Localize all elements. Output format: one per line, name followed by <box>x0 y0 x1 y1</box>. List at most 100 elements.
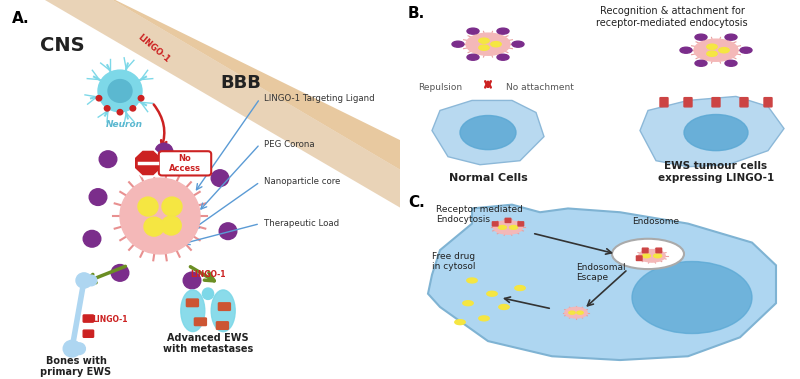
Circle shape <box>144 217 164 236</box>
Circle shape <box>740 47 752 53</box>
Circle shape <box>99 151 117 168</box>
Circle shape <box>138 96 144 101</box>
Text: Normal Cells: Normal Cells <box>449 173 527 183</box>
Text: PEG Corona: PEG Corona <box>264 139 314 149</box>
FancyBboxPatch shape <box>518 222 524 226</box>
Ellipse shape <box>202 288 214 299</box>
Circle shape <box>452 41 464 47</box>
Text: Recognition & attachment for
receptor-mediated endocytosis: Recognition & attachment for receptor-me… <box>596 6 748 28</box>
Polygon shape <box>32 0 408 212</box>
Circle shape <box>162 197 182 216</box>
Text: LINGO-1: LINGO-1 <box>136 33 171 64</box>
Circle shape <box>695 34 707 40</box>
FancyBboxPatch shape <box>158 151 211 175</box>
Ellipse shape <box>181 290 205 332</box>
Circle shape <box>466 33 510 55</box>
Circle shape <box>73 343 86 354</box>
Circle shape <box>642 254 650 258</box>
Circle shape <box>680 47 692 53</box>
Circle shape <box>499 305 509 309</box>
Circle shape <box>63 340 81 357</box>
Circle shape <box>569 311 575 314</box>
Circle shape <box>467 28 479 34</box>
Text: Receptor mediated
Endocytosis: Receptor mediated Endocytosis <box>436 205 523 224</box>
Text: C.: C. <box>408 195 425 210</box>
Text: Neuron: Neuron <box>106 120 142 129</box>
Ellipse shape <box>632 262 752 334</box>
Ellipse shape <box>460 116 516 150</box>
FancyBboxPatch shape <box>637 256 642 260</box>
Circle shape <box>694 39 738 61</box>
Text: Endosomal
Escape: Endosomal Escape <box>576 263 626 282</box>
Circle shape <box>486 291 498 296</box>
Text: Bones with
primary EWS: Bones with primary EWS <box>41 356 111 377</box>
Ellipse shape <box>684 114 748 151</box>
Polygon shape <box>432 100 544 165</box>
Polygon shape <box>134 150 162 176</box>
FancyBboxPatch shape <box>83 315 94 322</box>
Text: Therapeutic Load: Therapeutic Load <box>264 219 339 228</box>
Text: No
Access: No Access <box>169 153 201 173</box>
Circle shape <box>219 223 237 240</box>
Circle shape <box>86 275 97 286</box>
Circle shape <box>695 60 707 66</box>
Circle shape <box>725 34 737 40</box>
Circle shape <box>565 307 587 318</box>
Circle shape <box>707 44 718 49</box>
Circle shape <box>725 60 737 66</box>
FancyBboxPatch shape <box>492 222 498 226</box>
Text: LINGO-1: LINGO-1 <box>190 270 226 279</box>
Text: LINGO-1 Targeting Ligand: LINGO-1 Targeting Ligand <box>264 94 374 103</box>
FancyBboxPatch shape <box>216 322 229 329</box>
Circle shape <box>454 320 466 324</box>
Text: Repulsion: Repulsion <box>418 83 462 92</box>
Circle shape <box>466 278 477 283</box>
Circle shape <box>497 28 509 34</box>
Circle shape <box>467 54 479 60</box>
Circle shape <box>638 250 666 262</box>
Text: No attachment: No attachment <box>506 83 574 92</box>
Circle shape <box>718 48 730 53</box>
Text: Endosome: Endosome <box>633 217 679 226</box>
Circle shape <box>478 38 490 43</box>
Text: LINGO-1: LINGO-1 <box>92 315 127 324</box>
Text: A.: A. <box>12 11 30 27</box>
Polygon shape <box>428 205 776 360</box>
Circle shape <box>490 42 501 47</box>
Circle shape <box>155 143 173 160</box>
Text: BBB: BBB <box>220 74 261 92</box>
Circle shape <box>478 45 490 50</box>
Text: Free drug
in cytosol: Free drug in cytosol <box>432 252 475 271</box>
Circle shape <box>162 216 182 235</box>
Circle shape <box>76 273 92 288</box>
Circle shape <box>707 51 718 56</box>
FancyBboxPatch shape <box>506 218 511 222</box>
Circle shape <box>104 106 110 111</box>
Polygon shape <box>100 0 408 174</box>
FancyBboxPatch shape <box>764 98 772 107</box>
Circle shape <box>462 301 474 305</box>
Circle shape <box>96 96 102 101</box>
Circle shape <box>83 230 101 247</box>
Text: Advanced EWS
with metastases: Advanced EWS with metastases <box>163 333 253 354</box>
Circle shape <box>98 70 142 112</box>
FancyBboxPatch shape <box>218 303 230 310</box>
Circle shape <box>498 226 506 229</box>
FancyBboxPatch shape <box>656 248 662 253</box>
Text: EWS tumour cells
expressing LINGO-1: EWS tumour cells expressing LINGO-1 <box>658 161 774 183</box>
Circle shape <box>515 286 526 290</box>
FancyBboxPatch shape <box>194 318 206 326</box>
Circle shape <box>478 316 490 321</box>
Polygon shape <box>640 96 784 167</box>
Text: Nanoparticle core: Nanoparticle core <box>264 177 340 186</box>
Circle shape <box>654 254 662 258</box>
Circle shape <box>211 170 229 186</box>
Circle shape <box>183 272 201 289</box>
FancyBboxPatch shape <box>712 98 720 107</box>
Text: CNS: CNS <box>40 36 85 55</box>
Ellipse shape <box>612 239 684 269</box>
Circle shape <box>494 221 522 234</box>
Circle shape <box>111 265 129 281</box>
Circle shape <box>497 54 509 60</box>
Circle shape <box>108 80 132 102</box>
